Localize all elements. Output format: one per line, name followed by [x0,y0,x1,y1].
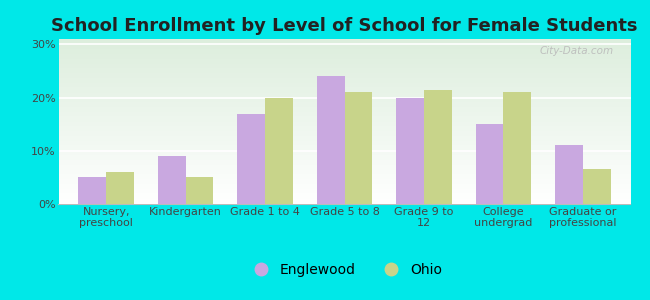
Bar [158,156,186,204]
Bar [344,92,372,204]
Legend: Englewood, Ohio: Englewood, Ohio [241,258,448,283]
Title: School Enrollment by Level of School for Female Students: School Enrollment by Level of School for… [51,17,638,35]
Text: City-Data.com: City-Data.com [540,46,614,56]
Bar [583,169,610,204]
Bar [555,146,583,204]
Bar [503,92,531,204]
Bar [317,76,345,204]
Bar [476,124,503,204]
Bar [396,98,424,204]
Bar [186,177,213,204]
Bar [106,172,134,204]
Bar [237,113,265,204]
Bar [424,90,452,204]
Bar [265,98,293,204]
Bar [79,177,106,204]
